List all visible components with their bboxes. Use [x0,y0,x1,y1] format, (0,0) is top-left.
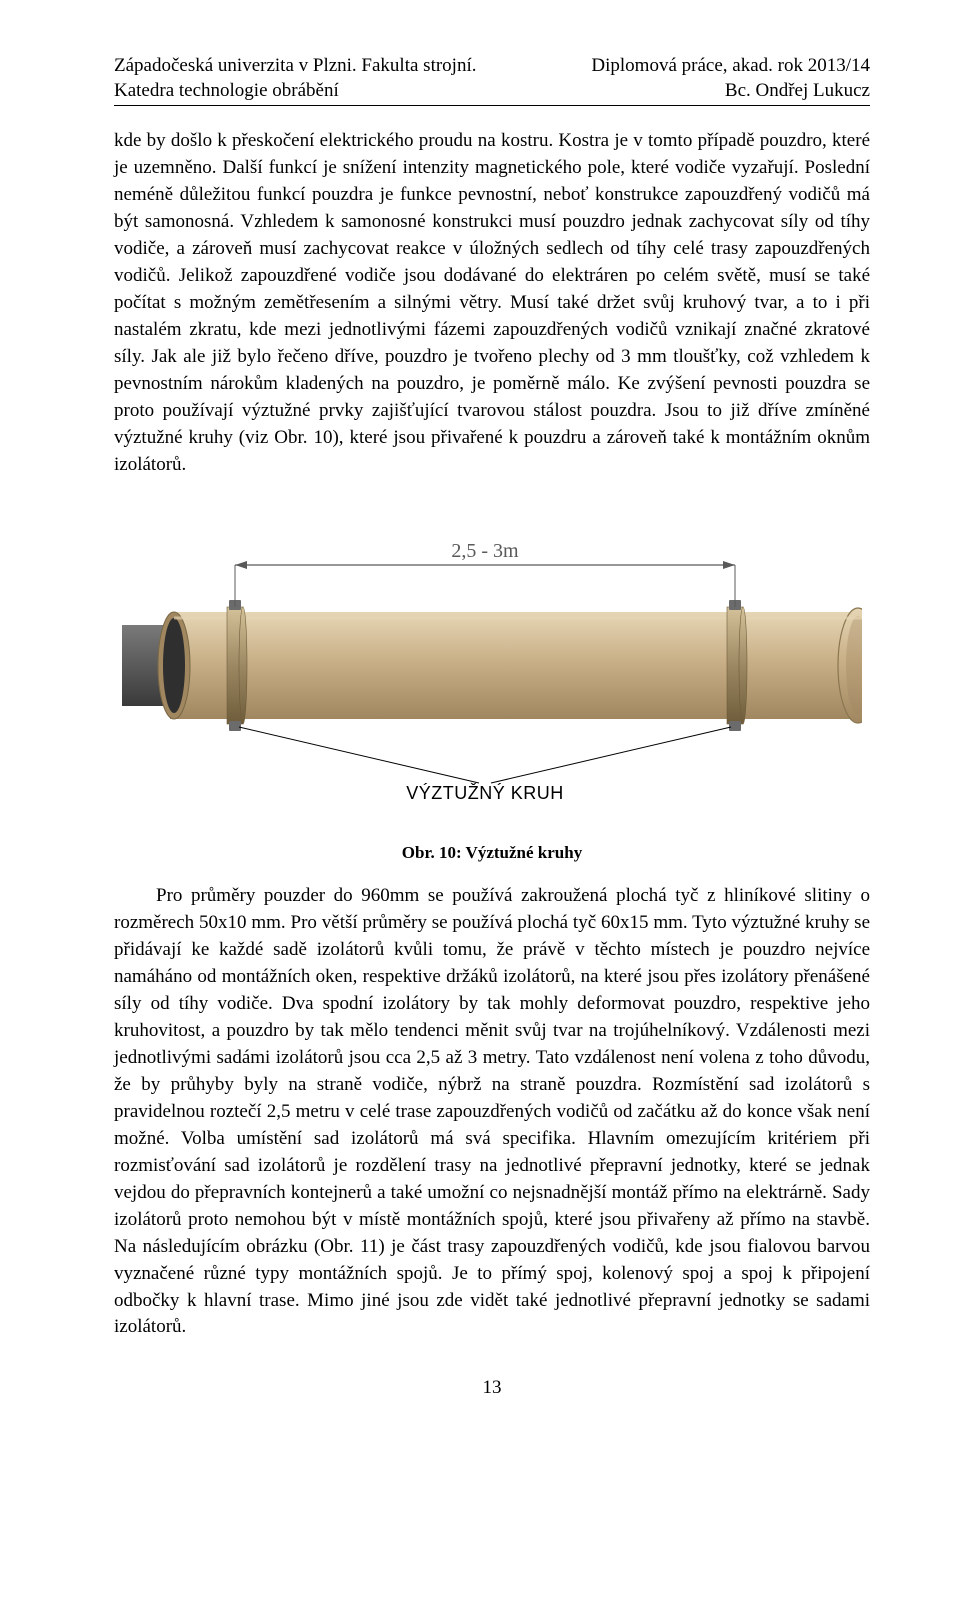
page-number: 13 [114,1377,870,1399]
svg-text:VÝZTUŽNÝ KRUH: VÝZTUŽNÝ KRUH [406,783,564,803]
header-uni: Západočeská univerzita v Plzni. Fakulta … [114,54,476,79]
figure-10-caption: Obr. 10: Výztužné kruhy [114,843,870,863]
figure-svg: 2,5 - 3m VÝZTUŽNÝ KRUH [122,497,862,837]
header-dept: Katedra technologie obrábění [114,79,476,104]
paragraph-1: kde by došlo k přeskočení elektrického p… [114,128,870,479]
svg-text:2,5 - 3m: 2,5 - 3m [451,540,519,562]
header-thesis: Diplomová práce, akad. rok 2013/14 [591,54,870,79]
page-header: Západočeská univerzita v Plzni. Fakulta … [114,54,870,103]
header-author: Bc. Ondřej Lukucz [591,79,870,104]
figure-10: 2,5 - 3m VÝZTUŽNÝ KRUH [114,497,870,837]
header-rule [114,105,870,106]
paragraph-2: Pro průměry pouzder do 960mm se používá … [114,883,870,1341]
